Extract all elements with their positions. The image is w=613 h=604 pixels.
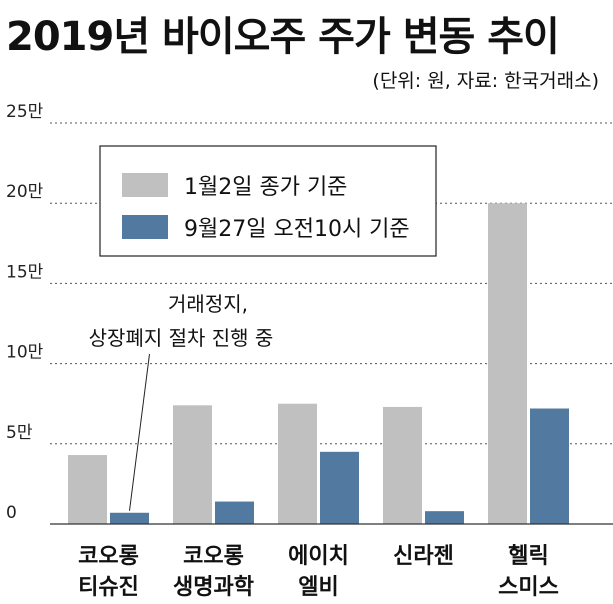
legend-swatch-jan2 (122, 173, 168, 197)
y-axis-ticks: 0 5만 10만 15만 20만 25만 (6, 102, 44, 523)
legend-label-jan2: 1월2일 종가 기준 (184, 175, 347, 200)
y-tick-label: 10만 (6, 343, 44, 363)
category-label-line1: 코오롱 (183, 544, 244, 569)
y-tick-label: 5만 (6, 423, 33, 443)
bar-sep27 (215, 501, 254, 524)
y-tick-label: 25만 (6, 102, 44, 122)
bar-jan2 (278, 403, 317, 524)
bar-jan2 (383, 406, 422, 524)
bar-sep27 (425, 511, 464, 524)
annotation-leader-line (129, 353, 150, 511)
category-label-line2: 스미스 (498, 575, 559, 600)
category-label-line2: 생명과학 (173, 575, 254, 600)
category-label-line1: 코오롱 (78, 544, 139, 569)
chart-title: 2019년 바이오주 주가 변동 추이 (6, 14, 560, 60)
bar-jan2 (173, 405, 212, 524)
category-label-line1: 에이치 (288, 544, 349, 569)
annotation-line2: 상장폐지 절차 진행 중 (89, 326, 274, 350)
legend: 1월2일 종가 기준 9월27일 오전10시 기준 (99, 145, 437, 257)
legend-label-sep27: 9월27일 오전10시 기준 (184, 217, 410, 242)
category-label-line2: 티슈진 (78, 575, 139, 600)
bar-sep27 (530, 408, 569, 524)
y-tick-label: 20만 (6, 182, 44, 202)
category-label-line1: 신라젠 (393, 544, 454, 569)
bar-sep27 (110, 512, 149, 524)
category-label-line2: 엘비 (298, 575, 338, 600)
category-label-line1: 헬릭 (508, 544, 548, 569)
annotation-line1: 거래정지, (168, 292, 248, 316)
annotation: 거래정지, 상장폐지 절차 진행 중 (84, 292, 280, 511)
bars (68, 203, 569, 524)
bar-jan2 (68, 455, 107, 524)
unit-source-note: (단위: 원, 자료: 한국거래소) (372, 70, 599, 92)
y-tick-label: 0 (6, 503, 17, 523)
y-tick-label: 15만 (6, 262, 44, 282)
annotation-bg (84, 323, 280, 353)
bar-jan2 (488, 203, 527, 524)
bar-sep27 (320, 451, 359, 524)
legend-swatch-sep27 (122, 215, 168, 239)
